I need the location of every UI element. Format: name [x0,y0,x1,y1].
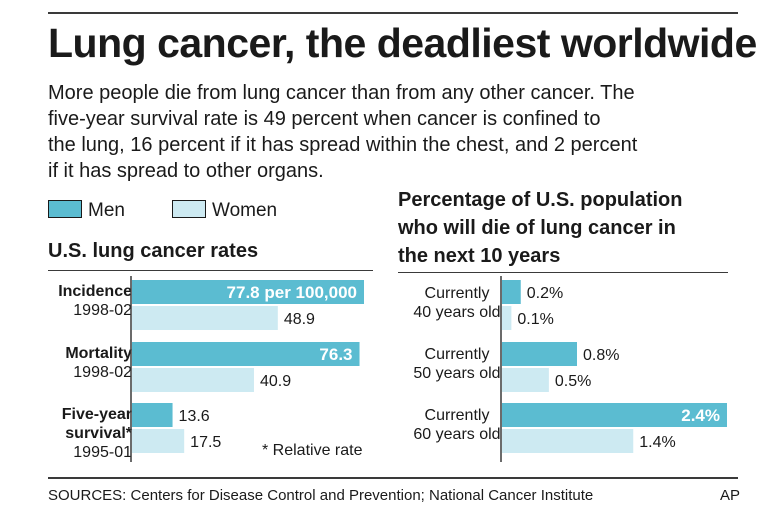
left-chart-title: U.S. lung cancer rates [48,240,259,262]
intro-line: the lung, 16 percent if it has spread wi… [48,134,638,156]
right-chart: 0.2% 0.1% 0.8% 0.5% 2.4% 1.4% [500,276,727,462]
legend-women-label: Women [212,200,278,221]
category-sublabel: 1995-01 [73,444,132,461]
data-label: 13.6 [179,408,210,425]
category-line: 50 years old [413,365,501,382]
intro-line: five-year survival rate is 49 percent wh… [48,108,601,130]
left-cat-label-mortality: Mortality 1998-02 [30,344,132,382]
data-label: 0.5% [555,373,591,390]
bar-men [132,403,173,427]
right-title-line: the next 10 years [398,245,561,267]
data-label: 0.8% [583,347,619,364]
intro-text: More people die from lung cancer than fr… [48,80,738,184]
category-line: Currently [424,285,490,302]
category-sublabel: 1998-02 [73,364,132,381]
bar-women [132,368,254,392]
bar-men [132,342,360,366]
bar-women [502,368,549,392]
right-cat-label-50: Currently 50 years old [412,345,502,383]
category-line: 40 years old [413,304,501,321]
data-label: 48.9 [284,311,315,328]
legend-men-swatch [48,200,82,218]
bar-women [502,429,634,453]
bar-men [132,280,364,304]
category-label: Five-year [61,406,132,423]
credit-text: AP [720,487,741,504]
data-label: 77.8 per 100,000 [227,283,357,302]
right-chart-title: Percentage of U.S. population who will d… [398,186,682,270]
legend-women: Women [172,200,277,222]
left-cat-label-survival: Five-year survival* 1995-01 [30,405,132,462]
bar-women [502,306,512,330]
intro-line: if it has spread to other organs. [48,160,324,182]
data-label: 0.2% [527,285,563,302]
bar-men [502,342,577,366]
data-label: 1.4% [639,434,675,451]
bar-women [132,429,185,453]
category-line: 60 years old [413,426,501,443]
intro-line: More people die from lung cancer than fr… [48,82,635,104]
category-line: Currently [424,407,490,424]
sources-text: SOURCES: Centers for Disease Control and… [48,487,594,504]
data-label: 0.1% [517,311,553,328]
legend-women-swatch [172,200,206,218]
data-label: 17.5 [190,434,221,451]
right-title-rule [398,272,728,273]
right-title-line: who will die of lung cancer in [398,217,676,239]
right-cat-label-60: Currently 60 years old [412,406,502,444]
data-label: 40.9 [260,373,291,390]
legend-men-label: Men [88,200,125,221]
category-sublabel: 1998-02 [73,302,132,319]
bottom-rule [48,477,738,479]
left-chart: 77.8 per 100,000 48.976.3 40.9 13.6 17.5 [130,276,364,462]
legend-men: Men [48,200,125,222]
left-title-rule [48,270,373,271]
bar-women [132,306,278,330]
data-label: 2.4% [681,406,720,425]
bar-men [502,403,727,427]
category-label: Incidence [58,283,132,300]
left-cat-label-incidence: Incidence 1998-02 [30,282,132,320]
category-line: Currently [424,346,490,363]
category-label: Mortality [65,345,132,362]
right-title-line: Percentage of U.S. population [398,189,683,211]
bar-men [502,280,521,304]
top-rule [48,12,738,14]
category-label: survival* [65,425,132,442]
left-chart-footnote: * Relative rate [262,442,363,459]
data-label: 76.3 [319,345,352,364]
right-cat-label-40: Currently 40 years old [412,284,502,322]
page-title: Lung cancer, the deadliest worldwide [48,20,757,66]
